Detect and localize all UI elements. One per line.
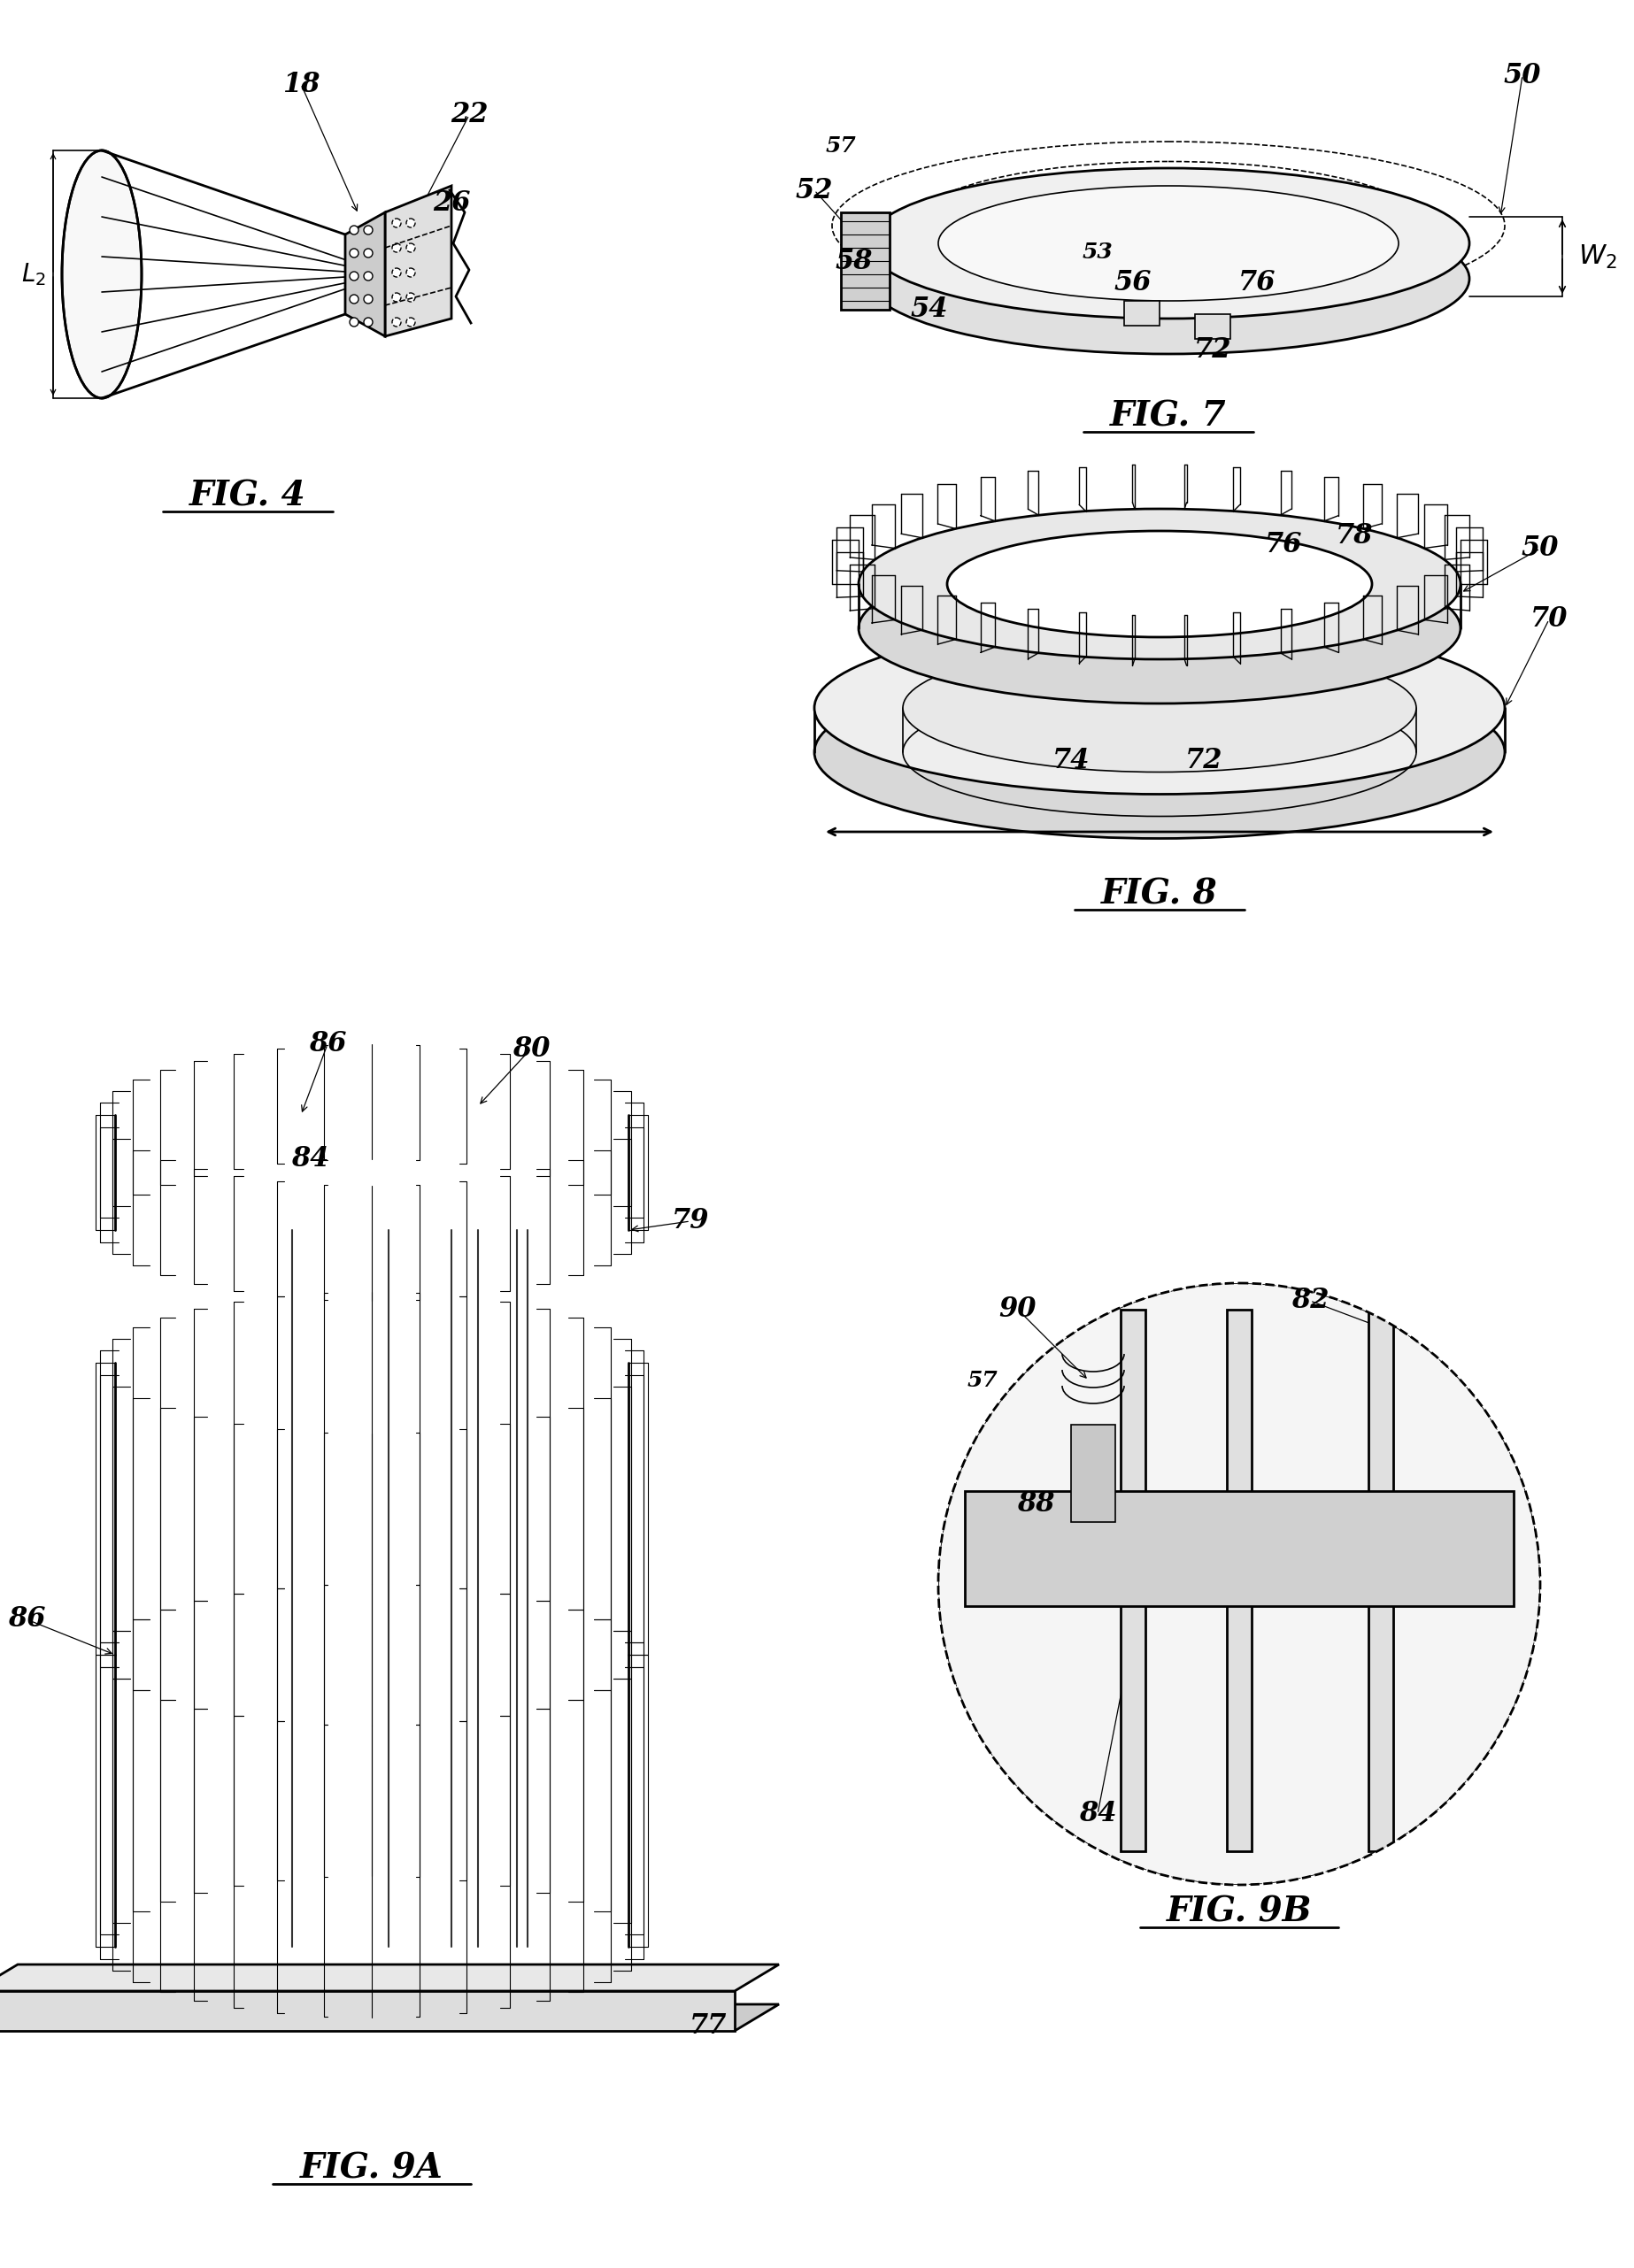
Text: 26: 26 — [433, 191, 471, 218]
Text: 18: 18 — [283, 70, 320, 98]
FancyBboxPatch shape — [964, 1490, 1513, 1606]
FancyBboxPatch shape — [842, 213, 889, 311]
Polygon shape — [735, 1964, 779, 2030]
Circle shape — [392, 243, 400, 252]
Ellipse shape — [814, 621, 1505, 794]
Text: 56: 56 — [1114, 270, 1152, 297]
Polygon shape — [0, 1964, 779, 1991]
Text: 52: 52 — [796, 177, 833, 204]
Text: 88: 88 — [1016, 1490, 1054, 1517]
Circle shape — [407, 318, 415, 327]
Circle shape — [407, 218, 415, 227]
Circle shape — [392, 218, 400, 227]
Text: 90: 90 — [998, 1295, 1036, 1322]
Text: 22: 22 — [451, 102, 489, 129]
Ellipse shape — [114, 1293, 629, 1433]
Circle shape — [364, 249, 373, 259]
Circle shape — [350, 295, 358, 304]
Ellipse shape — [858, 508, 1461, 660]
Text: 86: 86 — [8, 1606, 46, 1633]
Circle shape — [392, 318, 400, 327]
FancyBboxPatch shape — [1368, 1309, 1394, 1851]
Ellipse shape — [62, 150, 142, 399]
Polygon shape — [345, 213, 386, 336]
Ellipse shape — [114, 1583, 629, 1726]
Text: 82: 82 — [1291, 1286, 1328, 1315]
Text: FIG. 9B: FIG. 9B — [1167, 1894, 1312, 1928]
Text: 78: 78 — [1335, 522, 1373, 549]
Ellipse shape — [150, 1036, 593, 1157]
Text: 74: 74 — [1052, 746, 1090, 776]
Text: 53: 53 — [1082, 243, 1113, 263]
Text: FIG. 7: FIG. 7 — [1109, 399, 1227, 433]
Text: 50: 50 — [1503, 61, 1541, 88]
Circle shape — [407, 243, 415, 252]
FancyBboxPatch shape — [1194, 315, 1230, 338]
FancyBboxPatch shape — [1227, 1309, 1252, 1851]
Text: 50: 50 — [1521, 535, 1559, 562]
Ellipse shape — [114, 1043, 629, 1186]
Polygon shape — [0, 1991, 735, 2030]
FancyBboxPatch shape — [1070, 1424, 1116, 1522]
Circle shape — [350, 272, 358, 281]
Ellipse shape — [114, 1876, 629, 2019]
FancyBboxPatch shape — [1121, 1309, 1145, 1851]
Circle shape — [392, 293, 400, 302]
Text: FIG. 4: FIG. 4 — [190, 479, 306, 513]
Text: $W_2$: $W_2$ — [1578, 243, 1618, 270]
Text: 77: 77 — [690, 2012, 727, 2041]
Text: 57: 57 — [825, 136, 856, 156]
Ellipse shape — [868, 168, 1469, 318]
Text: 80: 80 — [513, 1034, 551, 1061]
Ellipse shape — [868, 204, 1469, 354]
Circle shape — [350, 249, 358, 259]
Circle shape — [364, 318, 373, 327]
Text: FIG. 9A: FIG. 9A — [301, 2150, 443, 2184]
Text: 76: 76 — [1239, 270, 1276, 297]
Text: 79: 79 — [672, 1207, 709, 1234]
Text: 70: 70 — [1529, 606, 1569, 633]
Circle shape — [350, 318, 358, 327]
Text: 58: 58 — [835, 247, 873, 274]
Text: 84: 84 — [1078, 1801, 1116, 1828]
Text: 72: 72 — [1185, 746, 1222, 776]
Circle shape — [364, 225, 373, 234]
Ellipse shape — [114, 1159, 629, 1302]
Ellipse shape — [114, 1583, 629, 1726]
Circle shape — [407, 293, 415, 302]
Text: FIG. 8: FIG. 8 — [1101, 878, 1217, 909]
Text: $L_2$: $L_2$ — [21, 261, 46, 288]
Text: 57: 57 — [967, 1370, 998, 1390]
Ellipse shape — [938, 186, 1399, 302]
Ellipse shape — [114, 1027, 629, 1168]
Circle shape — [938, 1284, 1541, 1885]
Ellipse shape — [814, 667, 1505, 839]
Text: 72: 72 — [1194, 336, 1232, 363]
Circle shape — [364, 295, 373, 304]
Text: 86: 86 — [309, 1030, 346, 1057]
Text: 76: 76 — [1265, 531, 1302, 558]
Ellipse shape — [948, 531, 1373, 637]
Text: 84: 84 — [291, 1145, 328, 1173]
Ellipse shape — [904, 644, 1417, 771]
Text: 54: 54 — [910, 297, 948, 324]
Polygon shape — [0, 2005, 779, 2030]
FancyBboxPatch shape — [1124, 302, 1160, 327]
Circle shape — [407, 268, 415, 277]
Ellipse shape — [858, 553, 1461, 703]
Circle shape — [350, 225, 358, 234]
Circle shape — [364, 272, 373, 281]
Polygon shape — [386, 186, 451, 336]
Circle shape — [392, 268, 400, 277]
Circle shape — [938, 1284, 1541, 1885]
